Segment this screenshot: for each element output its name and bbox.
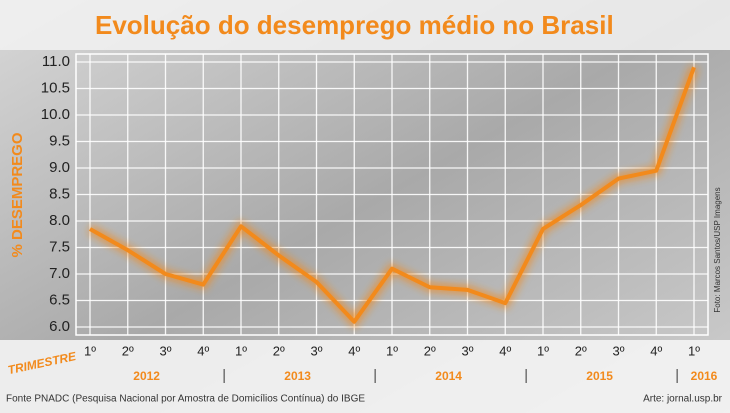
y-tick-label: 6.5 [49,291,70,308]
title-band [0,0,730,50]
y-tick-label: 8.0 [49,212,70,229]
y-tick-label: 10.5 [41,79,70,96]
x-tick-label: 2º [424,343,436,358]
x-tick-label: 4º [348,343,360,358]
x-tick-label: 3º [462,343,474,358]
x-tick-label: 1º [537,343,549,358]
x-tick-label: 1º [235,343,247,358]
y-tick-label: 9.5 [49,132,70,149]
series-line [89,66,696,324]
x-tick-label: 3º [613,343,625,358]
footer-band [0,340,730,413]
photo-credit: Foto: Marcos Santos/USP Imagens [713,187,722,312]
credit: Arte: jornal.usp.br [643,394,723,405]
x-tick-label: 1º [84,343,96,358]
chart-title: Evolução do desemprego médio no Brasil [95,10,614,40]
x-tick-label: 3º [160,343,172,358]
y-tick-label: 11.0 [42,53,70,70]
x-tick-label: 2º [122,343,134,358]
y-tick-label: 10.0 [41,106,70,123]
y-tick-label: 7.0 [49,265,70,282]
x-tick-label: 4º [197,343,209,358]
year-label: 2013 [284,369,311,383]
year-label: 2015 [586,369,613,383]
x-tick-label: 4º [650,343,662,358]
x-tick-label: 2º [575,343,587,358]
year-label: 2014 [435,369,462,383]
x-tick-label: 4º [499,343,511,358]
y-tick-label: 8.5 [49,185,70,202]
y-tick-label: 7.5 [49,238,70,255]
year-label: 2016 [691,369,718,383]
x-tick-label: 3º [311,343,323,358]
y-axis-title: % DESEMPREGO [9,132,26,257]
x-tick-label: 1º [386,343,398,358]
year-label: 2012 [133,369,160,383]
source: Fonte PNADC (Pesquisa Nacional por Amost… [6,394,365,405]
y-tick-label: 6.0 [49,318,70,335]
x-tick-label: 2º [273,343,285,358]
y-tick-label: 9.0 [49,159,70,176]
x-tick-label: 1º [688,343,700,358]
